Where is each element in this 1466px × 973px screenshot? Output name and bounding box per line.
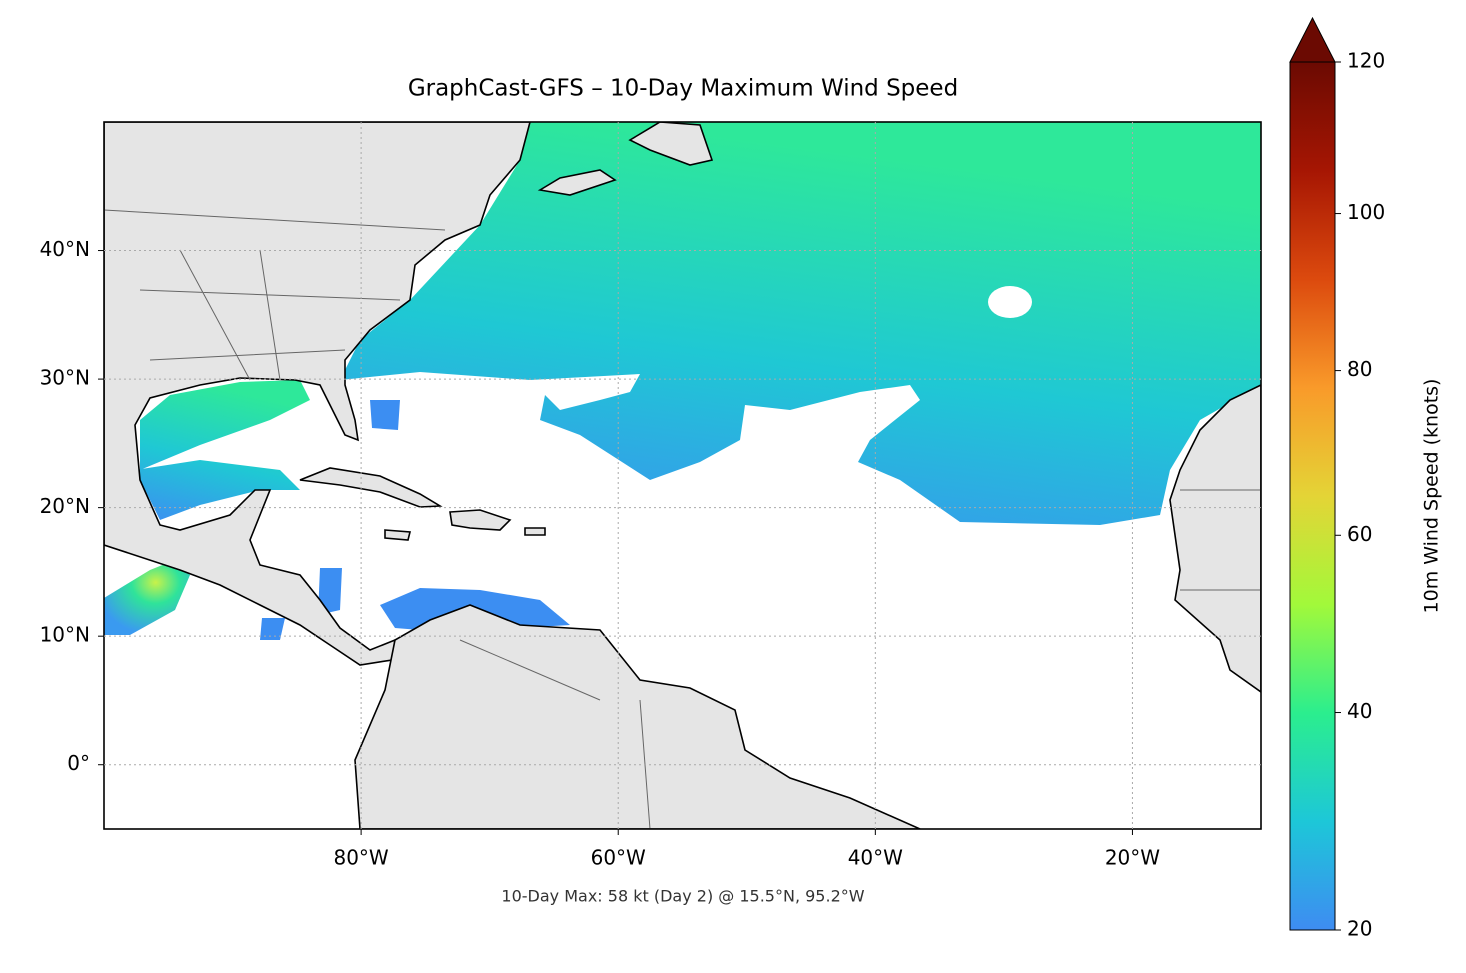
colorbar-tick-label: 60 (1347, 522, 1372, 546)
wind-gulf (135, 380, 310, 520)
colorbar (1289, 61, 1336, 931)
y-tick-label: 40°N (40, 237, 90, 261)
wind-caribbean (260, 400, 570, 640)
map (104, 122, 1261, 829)
wind-gap (988, 286, 1032, 318)
y-tick-label: 10°N (40, 623, 90, 647)
y-tick-label: 30°N (40, 366, 90, 390)
y-tick-label: 0° (67, 751, 90, 775)
newfoundland (537, 122, 714, 196)
wind-tehuantepec (104, 560, 190, 635)
north-america (104, 122, 531, 666)
colorbar-tick-label: 100 (1347, 200, 1385, 224)
colorbar-extend (1289, 16, 1336, 63)
chart-title: GraphCast-GFS – 10-Day Maximum Wind Spee… (408, 76, 958, 102)
x-tick-label: 60°W (591, 846, 646, 870)
hispaniola (384, 509, 546, 541)
colorbar-label: 10m Wind Speed (knots) (1421, 379, 1443, 614)
map-frame (103, 121, 1262, 830)
south-america (354, 604, 921, 829)
colorbar-tick-label: 120 (1347, 49, 1385, 73)
wind-field (340, 122, 1261, 525)
colorbar-tick-label: 40 (1347, 699, 1372, 723)
x-tick-label: 40°W (848, 846, 903, 870)
africa (1169, 384, 1261, 693)
x-tick-label: 80°W (333, 846, 388, 870)
cuba (299, 467, 443, 508)
x-tick-label: 20°W (1105, 846, 1160, 870)
annotation: 10-Day Max: 58 kt (Day 2) @ 15.5°N, 95.2… (501, 887, 864, 906)
y-tick-label: 20°N (40, 494, 90, 518)
colorbar-tick-label: 20 (1347, 917, 1372, 941)
colorbar-tick-label: 80 (1347, 357, 1372, 381)
